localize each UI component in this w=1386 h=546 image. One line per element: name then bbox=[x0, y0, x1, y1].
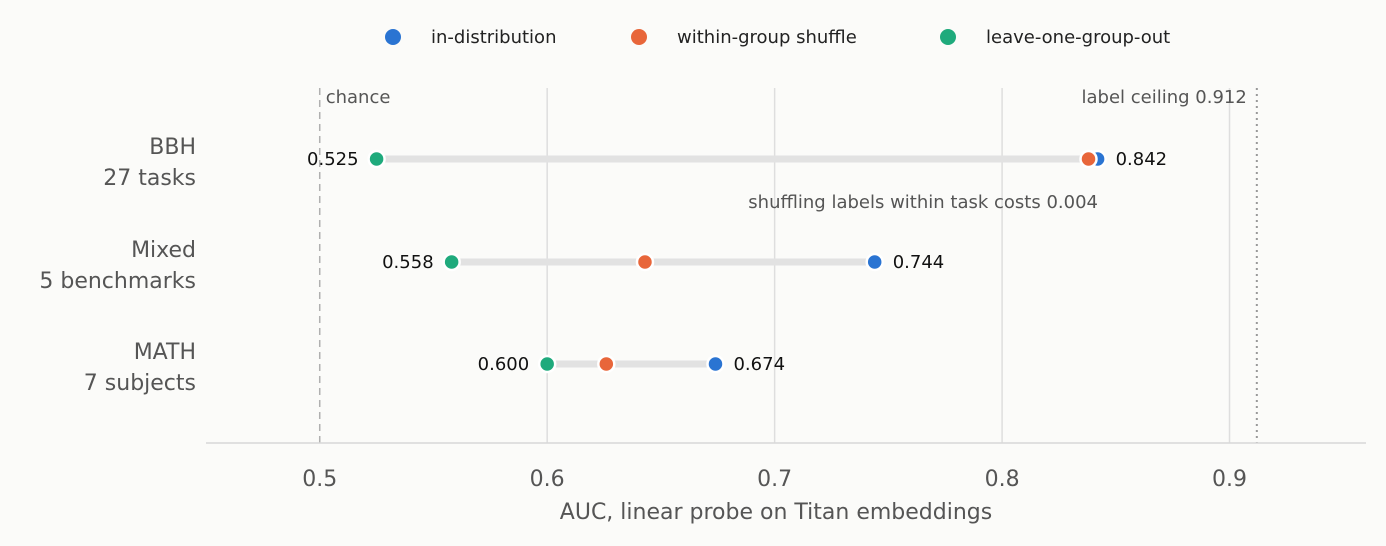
legend-label: in-distribution bbox=[431, 27, 556, 48]
x-axis-title: AUC, linear probe on Titan embeddings bbox=[560, 500, 992, 525]
value-label-high: 0.744 bbox=[893, 252, 945, 273]
x-tick-label: 0.5 bbox=[302, 467, 337, 492]
data-point bbox=[597, 354, 616, 374]
category-label: BBH bbox=[149, 135, 196, 160]
legend: in-distribution within-group shuffle leave… bbox=[385, 27, 1170, 48]
value-label-low: 0.600 bbox=[478, 354, 530, 375]
value-label-low: 0.525 bbox=[307, 149, 359, 170]
x-tick-label: 0.6 bbox=[530, 467, 565, 492]
x-tick-label: 0.7 bbox=[757, 467, 792, 492]
data-point bbox=[706, 354, 725, 374]
x-tick-label: 0.9 bbox=[1212, 467, 1247, 492]
category-rows: BBH 27 tasks 0.525 0.842 Mixed 5 benchmarks 0.… bbox=[39, 135, 1167, 396]
legend-label: within-group shuffle bbox=[677, 27, 857, 48]
category-label: MATH bbox=[134, 340, 196, 365]
value-label-high: 0.674 bbox=[733, 354, 785, 375]
data-point bbox=[1079, 149, 1098, 169]
data-point bbox=[367, 149, 386, 169]
data-point bbox=[442, 252, 461, 272]
category-sublabel: 27 tasks bbox=[103, 166, 196, 191]
value-label-high: 0.842 bbox=[1116, 149, 1168, 170]
x-axis: 0.5 0.6 0.7 0.8 0.9 AUC, linear probe on Tita… bbox=[206, 442, 1366, 525]
data-point bbox=[865, 252, 884, 272]
legend-marker bbox=[385, 29, 401, 45]
data-point bbox=[537, 354, 557, 374]
legend-marker bbox=[631, 29, 647, 45]
category-sublabel: 7 subjects bbox=[84, 371, 196, 396]
category-label: Mixed bbox=[131, 238, 196, 263]
category-sublabel: 5 benchmarks bbox=[39, 269, 196, 294]
legend-marker bbox=[940, 29, 956, 45]
x-tick-label: 0.8 bbox=[985, 467, 1020, 492]
legend-label: leave-one-group-out bbox=[986, 27, 1170, 48]
annotation-text: shuffling labels within task costs 0.004 bbox=[748, 192, 1098, 213]
ceiling-label: label ceiling 0.912 bbox=[1081, 87, 1246, 108]
reference-lines: chance label ceiling 0.912 bbox=[318, 87, 1258, 443]
value-label-low: 0.558 bbox=[382, 252, 434, 273]
chance-label: chance bbox=[326, 87, 391, 108]
data-point bbox=[635, 252, 655, 272]
